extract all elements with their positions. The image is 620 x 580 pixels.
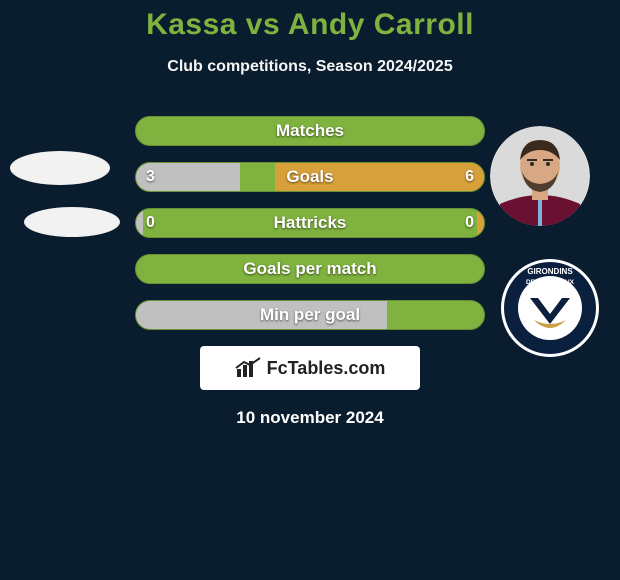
- comparison-card: Kassa vs Andy Carroll Club competitions,…: [0, 0, 620, 580]
- club-text-line2: DE BORDEAUX: [526, 279, 575, 286]
- club-right-svg: GIRONDINS DE BORDEAUX: [500, 258, 600, 358]
- bar-label: Min per goal: [136, 301, 484, 329]
- title-vs: vs: [237, 8, 288, 41]
- subtitle: Club competitions, Season 2024/2025: [0, 58, 620, 76]
- club-left-ellipse: [24, 207, 120, 237]
- title-left: Kassa: [146, 8, 237, 41]
- bar-label: Matches: [136, 117, 484, 145]
- title-right: Andy Carroll: [288, 8, 474, 41]
- club-text-line1: GIRONDINS: [527, 267, 573, 276]
- branding-text: FcTables.com: [267, 358, 386, 379]
- page-title: Kassa vs Andy Carroll: [0, 8, 620, 42]
- bars-container: Matches 36Goals 00Hattricks Goals per match…: [135, 116, 485, 330]
- bar-row: Goals per match: [135, 254, 485, 284]
- bar-row: Matches: [135, 116, 485, 146]
- bar-row: Min per goal: [135, 300, 485, 330]
- branding-box: FcTables.com: [200, 346, 420, 390]
- bar-label: Goals per match: [136, 255, 484, 283]
- bar-row: 36Goals: [135, 162, 485, 192]
- player-right-photo: [490, 126, 590, 226]
- player-right-svg: [490, 126, 590, 226]
- club-left-badge: [22, 172, 122, 272]
- bar-label: Hattricks: [136, 209, 484, 237]
- club-right-badge: GIRONDINS DE BORDEAUX: [500, 258, 600, 358]
- date-text: 10 november 2024: [0, 408, 620, 428]
- bar-label: Goals: [136, 163, 484, 191]
- bar-row: 00Hattricks: [135, 208, 485, 238]
- chart-icon: [235, 357, 261, 379]
